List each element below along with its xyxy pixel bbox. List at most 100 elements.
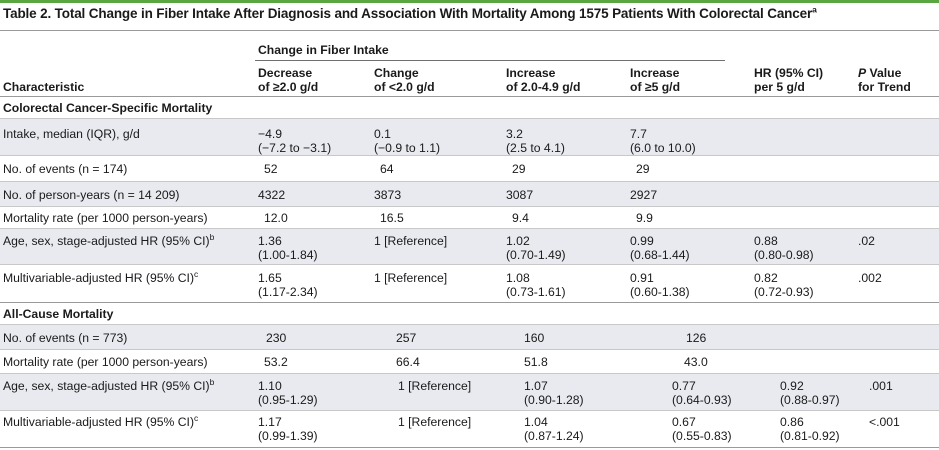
cell-events-all-change: 257 [396, 331, 417, 345]
cell-rate-all-increase-small: 51.8 [524, 355, 548, 369]
cell-intake-decrease-iqr: (−7.2 to −3.1) [258, 141, 332, 155]
row-label-mortality-rate-all: Mortality rate (per 1000 person-years) [3, 355, 208, 369]
cell-rate-crc-decrease: 12.0 [264, 211, 288, 225]
header-rule [0, 96, 939, 97]
cell-mv-hr-all-ptrend: <.001 [869, 415, 900, 429]
row-divider [0, 206, 939, 207]
cell-person-years-increase-small: 3087 [506, 188, 534, 202]
cell-age-hr-crc-increase-small: 1.02 [506, 234, 530, 248]
cell-intake-decrease: −4.9 [258, 127, 283, 141]
cell-intake-change-iqr: (−0.9 to 1.1) [374, 141, 441, 155]
col-header-p-italic: P [858, 66, 867, 80]
cell-mv-hr-crc-ptrend: .002 [858, 271, 882, 285]
row-label-text: Age, sex, stage-adjusted HR (95% CI) [3, 379, 210, 393]
footnote-marker: b [209, 376, 215, 387]
col-header-increase-small-line1: Increase [506, 66, 556, 80]
table-title-text: Table 2. Total Change in Fiber Intake Af… [3, 6, 813, 21]
cell-age-hr-all-increase-small-ci: (0.90-1.28) [524, 393, 584, 407]
cell-mv-hr-all-increase-small: 1.04 [524, 415, 548, 429]
footnote-marker: c [194, 412, 199, 423]
cell-age-hr-crc-increase-large: 0.99 [630, 234, 654, 248]
cell-age-hr-all-per5g-ci: (0.88-0.97) [780, 393, 840, 407]
col-header-increase-small-line2: of 2.0-4.9 g/d [506, 80, 581, 94]
cell-age-hr-crc-per5g-ci: (0.80-0.98) [754, 248, 814, 262]
cell-events-all-increase-small: 160 [524, 331, 545, 345]
col-header-hr-line1: HR (95% CI) [754, 66, 824, 80]
cell-mv-hr-all-per5g-ci: (0.81-0.92) [780, 429, 840, 443]
title-accent-bar [0, 0, 939, 3]
cell-mv-hr-all-per5g: 0.86 [780, 415, 804, 429]
col-header-change-line1: Change [374, 66, 419, 80]
cell-events-crc-increase-small: 29 [512, 162, 526, 176]
cell-age-hr-all-change: 1 [Reference] [398, 379, 472, 393]
col-header-increase-large-line2: of ≥5 g/d [630, 80, 681, 94]
cell-events-crc-change: 64 [380, 162, 394, 176]
cell-mv-hr-all-decrease-ci: (0.99-1.39) [258, 429, 318, 443]
col-header-characteristic: Characteristic [3, 80, 85, 94]
cell-person-years-decrease: 4322 [258, 188, 286, 202]
cell-age-hr-crc-decrease: 1.36 [258, 234, 282, 248]
bottom-rule [0, 447, 939, 448]
row-label-mortality-rate-crc: Mortality rate (per 1000 person-years) [3, 211, 208, 225]
cell-events-crc-increase-large: 29 [636, 162, 650, 176]
cell-mv-hr-all-change: 1 [Reference] [398, 415, 472, 429]
group-header-rule [255, 60, 725, 61]
cell-rate-crc-increase-small: 9.4 [512, 211, 529, 225]
title-rule [0, 30, 939, 31]
cell-age-hr-crc-per5g: 0.88 [754, 234, 778, 248]
row-label-multivariable-hr-all: Multivariable-adjusted HR (95% CI)c [3, 412, 199, 429]
cell-age-hr-crc-increase-small-ci: (0.70-1.49) [506, 248, 566, 262]
cell-age-hr-all-decrease: 1.10 [258, 379, 282, 393]
row-divider [0, 264, 939, 265]
cell-mv-hr-all-increase-large: 0.67 [672, 415, 696, 429]
cell-age-hr-crc-ptrend: .02 [858, 234, 875, 248]
row-divider [0, 118, 939, 119]
cell-person-years-increase-large: 2927 [630, 188, 658, 202]
cell-mv-hr-crc-increase-small-ci: (0.73-1.61) [506, 285, 566, 299]
col-header-pvalue-line1: P Value [858, 66, 901, 80]
section-rule [0, 302, 939, 303]
cell-intake-increase-large: 7.7 [630, 127, 647, 141]
cell-mv-hr-crc-increase-large-ci: (0.60-1.38) [630, 285, 690, 299]
group-header: Change in Fiber Intake [258, 43, 389, 57]
col-header-decrease-line2: of ≥2.0 g/d [258, 80, 319, 94]
cell-events-all-increase-large: 126 [686, 331, 707, 345]
cell-rate-crc-change: 16.5 [380, 211, 404, 225]
col-header-hr-line2: per 5 g/d [754, 80, 805, 94]
row-shade [0, 119, 939, 155]
cell-mv-hr-crc-per5g: 0.82 [754, 271, 778, 285]
footnote-marker: b [209, 231, 215, 242]
cell-mv-hr-crc-decrease: 1.65 [258, 271, 282, 285]
cell-events-crc-decrease: 52 [264, 162, 278, 176]
section-all-cause-mortality: All-Cause Mortality [3, 307, 114, 321]
row-shade [0, 325, 939, 349]
cell-intake-increase-large-iqr: (6.0 to 10.0) [630, 141, 696, 155]
col-header-pvalue-line2: for Trend [858, 80, 911, 94]
cell-mv-hr-all-increase-large-ci: (0.55-0.83) [672, 429, 732, 443]
row-shade [0, 229, 939, 264]
row-label-text: Multivariable-adjusted HR (95% CI) [3, 415, 195, 429]
row-shade [0, 182, 939, 206]
row-label-text: Multivariable-adjusted HR (95% CI) [3, 271, 195, 285]
col-header-p-rest: Value [866, 66, 902, 80]
cell-intake-change: 0.1 [374, 127, 391, 141]
cell-rate-all-change: 66.4 [396, 355, 420, 369]
cell-mv-hr-all-increase-small-ci: (0.87-1.24) [524, 429, 584, 443]
cell-age-hr-all-increase-large: 0.77 [672, 379, 696, 393]
cell-age-hr-all-increase-small: 1.07 [524, 379, 548, 393]
row-divider [0, 324, 939, 325]
cell-events-all-decrease: 230 [266, 331, 287, 345]
row-divider [0, 155, 939, 156]
row-divider [0, 181, 939, 182]
cell-age-hr-crc-decrease-ci: (1.00-1.84) [258, 248, 318, 262]
cell-mv-hr-crc-per5g-ci: (0.72-0.93) [754, 285, 814, 299]
col-header-decrease-line1: Decrease [258, 66, 313, 80]
row-divider [0, 373, 939, 374]
row-divider [0, 349, 939, 350]
row-label-events-crc: No. of events (n = 174) [3, 162, 128, 176]
cell-mv-hr-crc-decrease-ci: (1.17-2.34) [258, 285, 318, 299]
cell-age-hr-all-decrease-ci: (0.95-1.29) [258, 393, 318, 407]
cell-age-hr-all-per5g: 0.92 [780, 379, 804, 393]
cell-age-hr-all-ptrend: .001 [869, 379, 893, 393]
cell-mv-hr-crc-increase-small: 1.08 [506, 271, 530, 285]
